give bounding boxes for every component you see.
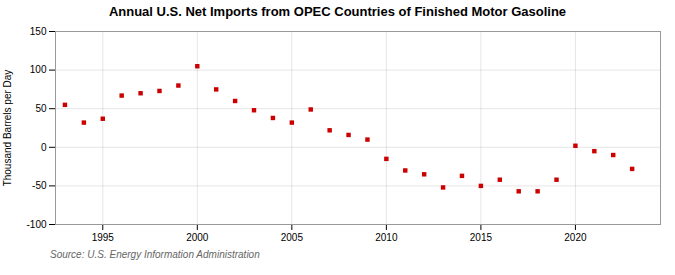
svg-text:100: 100 xyxy=(30,64,47,75)
svg-text:-50: -50 xyxy=(32,180,47,191)
svg-text:2010: 2010 xyxy=(375,232,398,243)
svg-text:2015: 2015 xyxy=(470,232,493,243)
html-text:Source: U.S. Energy Informatio: Source: U.S. Energy Information Administ… xyxy=(50,249,260,260)
svg-text:Thousand Barrels per Day: Thousand Barrels per Day xyxy=(2,70,13,187)
svg-text:2000: 2000 xyxy=(186,232,209,243)
svg-text:150: 150 xyxy=(30,26,47,37)
svg-text:50: 50 xyxy=(35,103,47,114)
svg-text:2005: 2005 xyxy=(281,232,304,243)
svg-text:1995: 1995 xyxy=(92,232,115,243)
svg-text:2020: 2020 xyxy=(564,232,587,243)
svg-text:-100: -100 xyxy=(26,219,46,230)
html-text:Annual U.S. Net Imports from O: Annual U.S. Net Imports from OPEC Countr… xyxy=(108,4,567,19)
svg-text:0: 0 xyxy=(41,142,47,153)
